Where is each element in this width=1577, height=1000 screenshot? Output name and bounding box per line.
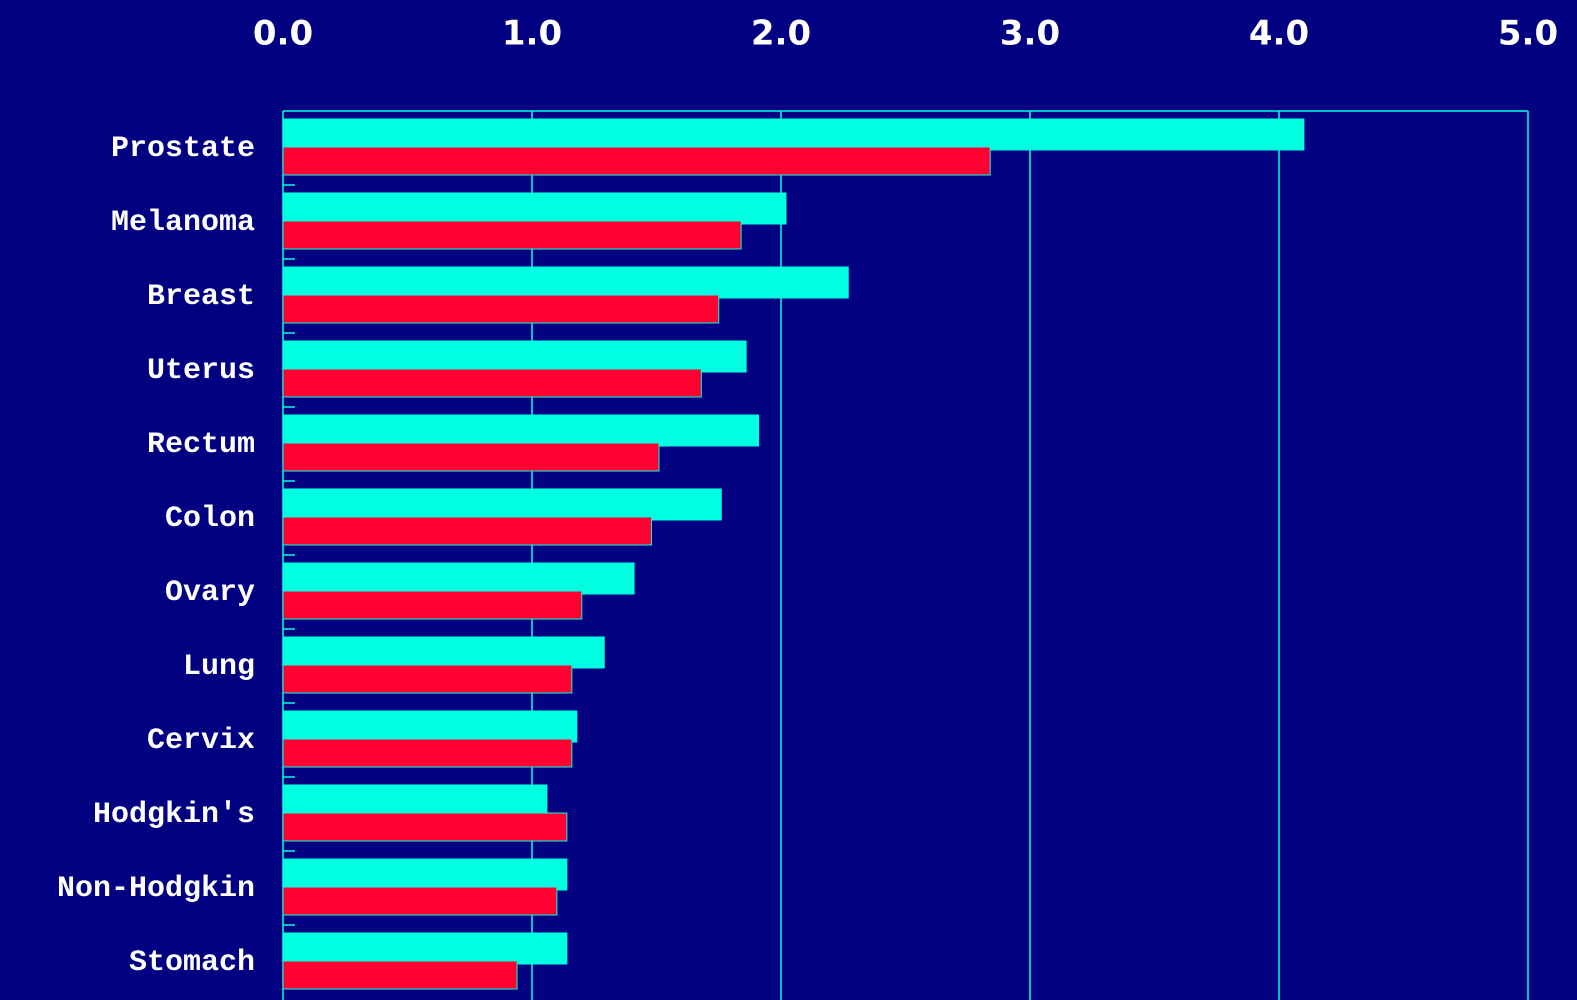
- bar: [282, 368, 702, 398]
- bar: [282, 812, 568, 842]
- x-tick-label: 3.0: [1000, 14, 1060, 54]
- y-tick-label: Ovary: [165, 576, 255, 610]
- y-tick-label: Prostate: [111, 132, 255, 166]
- bar: [282, 738, 573, 768]
- bar: [282, 858, 568, 891]
- bar: [282, 784, 548, 817]
- bar: [282, 294, 720, 324]
- y-tick-label: Melanoma: [111, 206, 255, 240]
- x-tick-label: 1.0: [502, 14, 562, 54]
- bar: [282, 220, 742, 250]
- y-tick-label: Lung: [183, 650, 255, 684]
- bar: [282, 886, 558, 916]
- x-tick-label: 5.0: [1498, 14, 1558, 54]
- bar: [282, 118, 1305, 151]
- y-tick-label: Rectum: [147, 428, 255, 462]
- bar: [282, 442, 660, 472]
- y-tick-label: Hodgkin's: [93, 798, 255, 832]
- bar: [282, 340, 747, 373]
- bar: [282, 636, 605, 669]
- bar: [282, 146, 991, 176]
- y-tick-label: Stomach: [129, 946, 255, 980]
- bar: [282, 932, 568, 965]
- y-tick-label: Colon: [165, 502, 255, 536]
- bar: [282, 960, 518, 990]
- x-tick-label: 0.0: [253, 14, 313, 54]
- x-tick-label: 4.0: [1249, 14, 1309, 54]
- bar: [282, 516, 653, 546]
- bar: [282, 414, 760, 447]
- y-tick-label: Non-Hodgkin: [57, 872, 255, 906]
- bar: [282, 488, 722, 521]
- y-tick-label: Cervix: [147, 724, 255, 758]
- x-tick-label: 2.0: [751, 14, 811, 54]
- bar: [282, 266, 849, 299]
- y-tick-label: Breast: [147, 280, 255, 314]
- bar: [282, 710, 578, 743]
- bar: [282, 192, 787, 225]
- bar: [282, 664, 573, 694]
- bar: [282, 562, 635, 595]
- y-tick-label: Uterus: [147, 354, 255, 388]
- bar: [282, 590, 583, 620]
